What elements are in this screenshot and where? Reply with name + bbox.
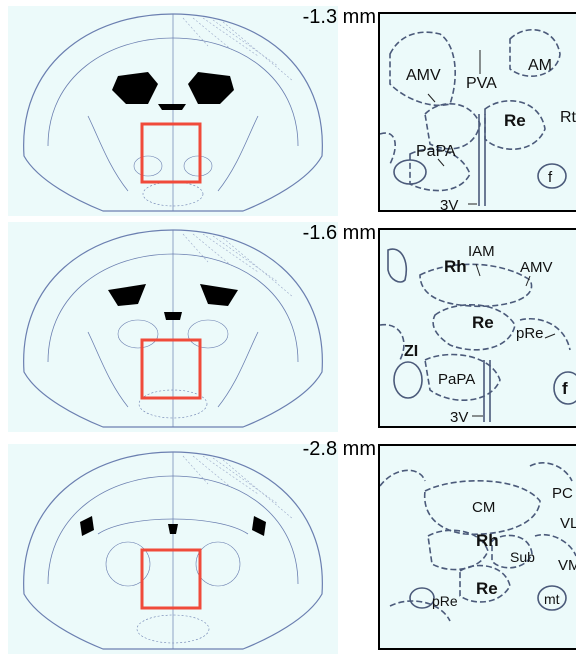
region-highlight-box-2: [140, 338, 202, 400]
label-amv: AMV: [520, 259, 553, 276]
label-papa: PaPA: [416, 143, 456, 160]
coordinate-label-3: -2.8 mm: [302, 438, 376, 460]
coronal-section-2: [8, 222, 338, 432]
coordinate-label-1: -1.3 mm: [302, 6, 376, 28]
zoom-drawing-2: IAM Rh AMV Re pRe ZI PaPA f 3V: [380, 243, 576, 426]
label-am: AM: [528, 57, 552, 74]
label-rh: Rh: [444, 257, 467, 276]
label-rt: Rt: [560, 109, 576, 126]
label-vl: VL: [560, 515, 576, 532]
zoom-drawing-1: AMV PVA AM Re Rt PaPA f 3V: [380, 29, 576, 212]
coronal-section-3: [8, 444, 338, 654]
zoom-panel-3: CM PC VL Rh Sub VM Re pRe mt: [378, 444, 576, 650]
label-pc: PC: [552, 485, 573, 502]
coronal-drawing-3: [23, 451, 323, 650]
zoom-panel-1: AMV PVA AM Re Rt PaPA f 3V: [378, 12, 576, 212]
coronal-drawing-1: [23, 13, 323, 212]
coronal-section-1: [8, 6, 338, 216]
label-sub: Sub: [510, 549, 535, 565]
label-vm: VM: [558, 557, 576, 574]
label-re: Re: [472, 313, 494, 332]
label-zi: ZI: [404, 343, 418, 360]
coronal-drawing-2: [23, 229, 323, 428]
label-rh: Rh: [476, 531, 499, 550]
label-f: f: [548, 169, 553, 186]
panel-row-1: -1.3 mm AMV PVA AM: [0, 6, 576, 216]
label-pva: PVA: [466, 75, 497, 92]
label-3v: 3V: [450, 409, 468, 426]
label-3v: 3V: [440, 197, 458, 212]
label-pre: pRe: [432, 593, 458, 609]
label-re: Re: [476, 579, 498, 598]
region-highlight-box-1: [140, 122, 202, 184]
region-highlight-box-3: [140, 548, 202, 610]
panel-row-3: -2.8 mm CM PC VL Rh Sub VM Re: [0, 438, 576, 654]
coordinate-label-2: -1.6 mm: [302, 222, 376, 244]
label-cm: CM: [472, 499, 495, 516]
label-f: f: [562, 379, 568, 398]
label-mt: mt: [544, 591, 560, 607]
zoom-panel-2: IAM Rh AMV Re pRe ZI PaPA f 3V: [378, 228, 576, 428]
label-re: Re: [504, 111, 526, 130]
label-iam: IAM: [468, 243, 495, 260]
label-papa: PaPA: [438, 371, 475, 388]
label-pre: pRe: [516, 325, 544, 342]
panel-row-2: -1.6 mm IAM Rh AMV: [0, 222, 576, 432]
zoom-drawing-3: CM PC VL Rh Sub VM Re pRe mt: [380, 462, 576, 622]
label-amv: AMV: [406, 67, 441, 84]
